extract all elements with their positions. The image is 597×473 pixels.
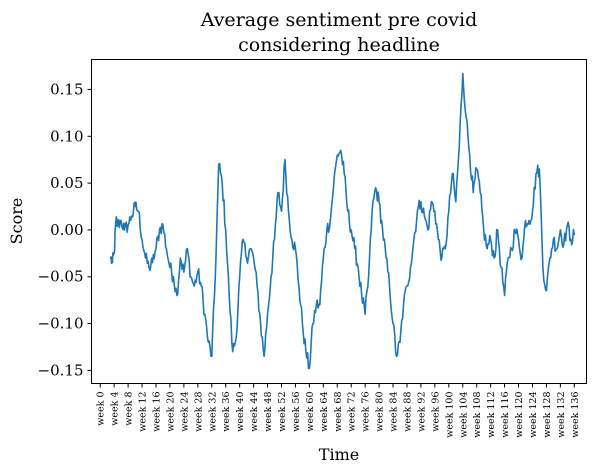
x-tick-label: week 116 [500, 392, 511, 438]
x-tick-label: week 84 [389, 392, 400, 432]
x-axis: week 0 week 4 week 8 week 12 week 16 week 20 w… [96, 383, 581, 438]
x-tick-label: week 20 [165, 392, 176, 432]
x-tick-label: week 96 [430, 392, 441, 432]
x-tick-label: week 8 [124, 392, 135, 426]
x-tick-label: week 92 [416, 392, 427, 432]
plot-frame [91, 59, 587, 384]
x-tick-label: week 72 [347, 392, 358, 432]
x-tick-label: week 120 [514, 392, 525, 438]
x-tick-label: week 48 [263, 392, 274, 432]
x-tick-label: week 88 [402, 392, 413, 432]
y-tick-label: 0.10 [50, 127, 83, 145]
plot-area [109, 72, 576, 370]
chart-title-line-2: considering headline [238, 34, 440, 56]
chart-title-line-1: Average sentiment pre covid [200, 9, 477, 31]
x-tick-label: week 128 [542, 392, 553, 438]
y-tick-label: 0.00 [50, 221, 83, 239]
y-tick-label: 0.05 [50, 174, 83, 192]
series-line [109, 72, 576, 370]
y-tick-label: 0.15 [50, 80, 83, 98]
x-tick-label: week 40 [235, 392, 246, 432]
x-tick-label: week 104 [458, 392, 469, 438]
x-axis-label: Time [319, 445, 359, 464]
y-tick-label: −0.15 [38, 361, 84, 379]
x-tick-label: week 68 [333, 392, 344, 432]
y-axis-label: Score [7, 198, 26, 245]
x-tick-label: week 16 [151, 392, 162, 432]
x-tick-label: week 24 [179, 392, 190, 432]
x-tick-label: week 108 [472, 392, 483, 438]
y-axis: −0.15 −0.10 −0.05 0.00 0.05 0.10 0.15 [38, 80, 92, 379]
x-tick-label: week 52 [277, 392, 288, 432]
x-tick-label: week 36 [221, 392, 232, 432]
x-tick-label: week 56 [291, 392, 302, 432]
x-tick-label: week 60 [305, 392, 316, 432]
x-tick-label: week 132 [556, 392, 567, 438]
x-tick-label: week 4 [110, 392, 121, 426]
x-tick-label: week 112 [486, 392, 497, 438]
x-tick-label: week 64 [319, 392, 330, 432]
x-tick-label: week 124 [528, 392, 539, 438]
x-tick-label: week 44 [249, 392, 260, 432]
y-tick-label: −0.10 [38, 315, 84, 333]
x-tick-label: week 0 [96, 392, 107, 426]
x-tick-label: week 76 [361, 392, 372, 432]
x-tick-label: week 32 [207, 392, 218, 432]
x-tick-label: week 136 [570, 392, 581, 438]
y-tick-label: −0.05 [38, 268, 84, 286]
x-tick-label: week 80 [375, 392, 386, 432]
x-tick-label: week 12 [138, 392, 149, 432]
x-tick-label: week 100 [444, 392, 455, 438]
x-tick-label: week 28 [193, 392, 204, 432]
